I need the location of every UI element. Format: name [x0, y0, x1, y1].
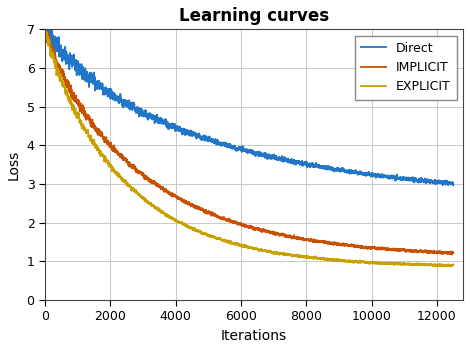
EXPLICIT	[443, 264, 448, 268]
IMPLICIT	[174, 196, 180, 200]
Direct	[174, 125, 180, 129]
Direct	[450, 183, 456, 188]
Title: Learning curves: Learning curves	[179, 7, 329, 25]
Direct	[42, 20, 48, 24]
IMPLICIT	[43, 25, 48, 29]
EXPLICIT	[254, 246, 259, 251]
EXPLICIT	[408, 262, 414, 266]
IMPLICIT	[155, 184, 161, 188]
IMPLICIT	[254, 226, 259, 230]
IMPLICIT	[408, 249, 414, 253]
IMPLICIT	[450, 251, 456, 255]
EXPLICIT	[174, 219, 180, 223]
IMPLICIT	[42, 26, 48, 30]
Direct	[288, 160, 294, 164]
Y-axis label: Loss: Loss	[7, 149, 21, 180]
EXPLICIT	[155, 207, 161, 211]
Line: IMPLICIT: IMPLICIT	[45, 27, 453, 254]
EXPLICIT	[42, 26, 48, 30]
IMPLICIT	[449, 252, 455, 257]
Direct	[42, 20, 48, 24]
X-axis label: Iterations: Iterations	[221, 329, 287, 343]
EXPLICIT	[288, 252, 294, 256]
Legend: Direct, IMPLICIT, EXPLICIT: Direct, IMPLICIT, EXPLICIT	[354, 36, 457, 99]
Direct	[155, 118, 161, 122]
EXPLICIT	[450, 262, 456, 267]
Line: Direct: Direct	[45, 22, 453, 186]
EXPLICIT	[42, 26, 48, 30]
Line: EXPLICIT: EXPLICIT	[45, 28, 453, 266]
IMPLICIT	[288, 234, 294, 239]
IMPLICIT	[146, 176, 152, 181]
Direct	[408, 176, 414, 181]
EXPLICIT	[146, 201, 152, 205]
Direct	[254, 153, 259, 157]
Direct	[146, 111, 152, 116]
